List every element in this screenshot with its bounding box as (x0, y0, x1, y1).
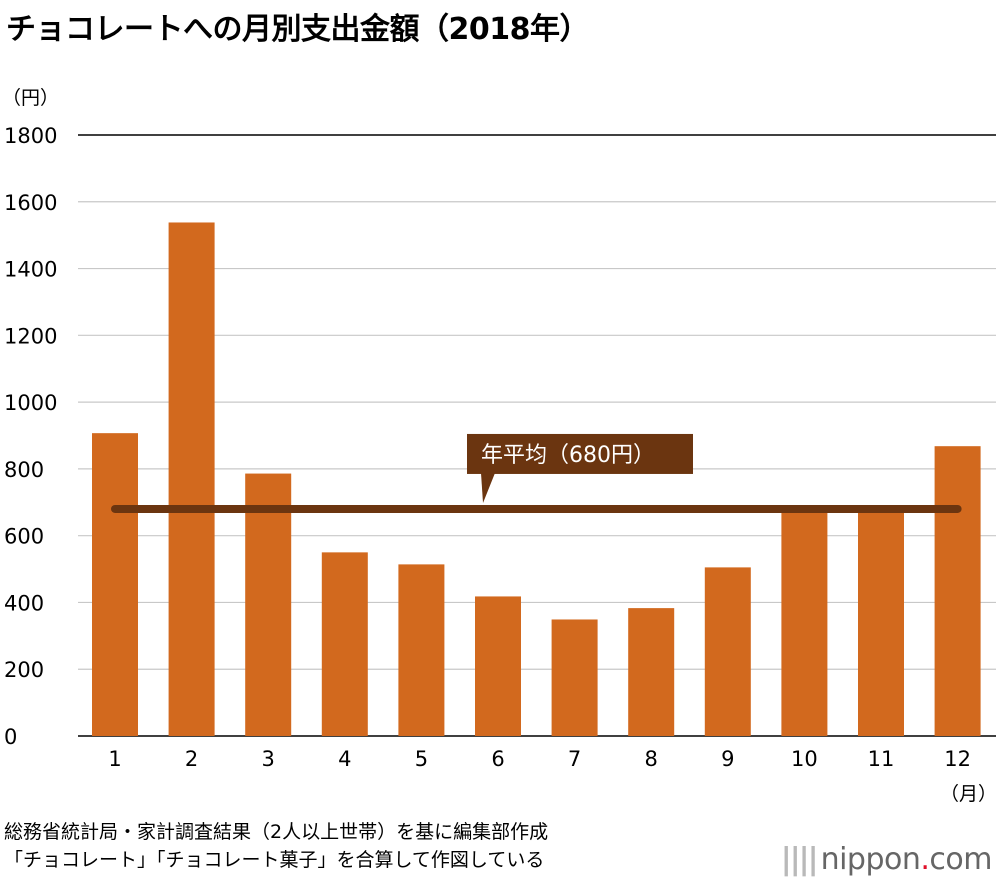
y-tick-label: 1600 (4, 191, 57, 215)
y-tick-label: 1000 (4, 391, 57, 415)
gridlines (78, 134, 996, 737)
x-tick-label: 12 (944, 747, 971, 771)
bar (92, 433, 138, 736)
bar (168, 222, 215, 736)
x-tick-label: 4 (338, 747, 351, 771)
nippon-com-logo: |||| nippon.com (780, 842, 993, 877)
average-label: 年平均（680円） (481, 443, 655, 468)
average-annotation: 年平均（680円） (111, 433, 962, 513)
bar (858, 508, 904, 736)
source-line-1: 総務省統計局・家計調査結果（2人以上世帯）を基に編集部作成 (4, 821, 549, 843)
source-note: 総務省統計局・家計調査結果（2人以上世帯）を基に編集部作成 「チョコレート」「チ… (4, 818, 548, 874)
average-label-box (467, 433, 693, 474)
bar (934, 446, 981, 736)
logo-name: nippon (820, 842, 921, 877)
x-tick-label: 6 (491, 747, 504, 771)
y-tick-label: 600 (4, 525, 44, 549)
y-axis-ticks: 0 200 400 600 800 1000 1200 1400 1600 1800 (4, 124, 57, 749)
source-line-2: 「チョコレート」「チョコレート菓子」を合算して作図している (4, 849, 545, 871)
x-axis-ticks: 1 2 3 4 5 6 7 8 9 10 11 12 (108, 747, 971, 771)
bar (628, 608, 675, 736)
x-tick-label: 7 (568, 747, 581, 771)
y-tick-label: 400 (4, 591, 44, 615)
bar (704, 567, 751, 736)
y-tick-label: 0 (4, 725, 17, 749)
bar (321, 552, 368, 736)
bar (245, 473, 292, 736)
y-tick-label: 1400 (4, 258, 57, 282)
bar (398, 564, 445, 736)
bars (92, 222, 981, 736)
x-tick-label: 1 (108, 747, 121, 771)
x-tick-label: 8 (645, 747, 658, 771)
logo-tld: com (929, 842, 992, 877)
y-axis-unit: （円） (2, 87, 59, 109)
bar (781, 508, 828, 736)
y-tick-label: 200 (4, 658, 44, 682)
y-tick-label: 1200 (4, 324, 57, 348)
x-tick-label: 9 (721, 747, 734, 771)
logo-dot: . (920, 842, 930, 877)
x-tick-label: 3 (262, 747, 275, 771)
average-label-pointer (481, 472, 495, 503)
x-tick-label: 11 (868, 747, 895, 771)
bar (551, 619, 598, 736)
x-tick-label: 10 (791, 747, 818, 771)
x-tick-label: 5 (415, 747, 428, 771)
y-tick-label: 1800 (4, 124, 57, 148)
bar (475, 596, 521, 736)
y-tick-label: 800 (4, 458, 44, 482)
x-axis-unit: （月） (940, 783, 997, 805)
logo-bars-icon: |||| (780, 842, 819, 877)
x-tick-label: 2 (185, 747, 198, 771)
chart-title: チョコレートへの月別支出金額（2018年） (6, 12, 590, 47)
